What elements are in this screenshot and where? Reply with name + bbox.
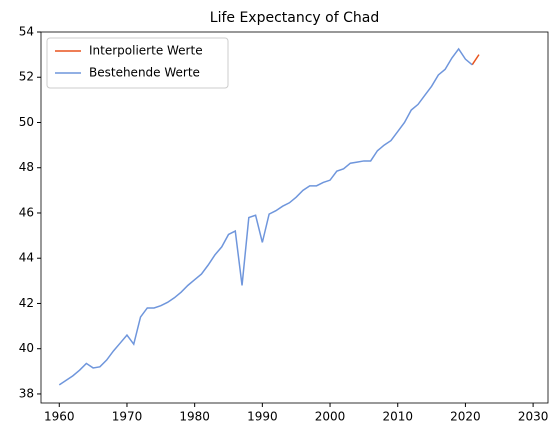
x-tick-label: 1960 — [44, 410, 75, 424]
y-tick-label: 50 — [19, 115, 34, 129]
line — [58, 47, 473, 386]
y-tick-label: 54 — [19, 25, 34, 39]
y-tick-label: 44 — [19, 251, 34, 265]
legend-box — [46, 37, 229, 89]
x-tick-label: 1990 — [247, 410, 278, 424]
y-tick-label: 42 — [19, 296, 34, 310]
plot-frame — [40, 31, 549, 404]
y-tick-label: 52 — [19, 70, 34, 84]
chart-title: Life Expectancy of Chad — [210, 10, 379, 26]
y-tick-label: 46 — [19, 205, 34, 219]
x-tick-label: 1980 — [179, 410, 210, 424]
x-tick-label: 1970 — [112, 410, 143, 424]
x-tick-label: 2020 — [450, 410, 481, 424]
y-tick-label: 48 — [19, 160, 34, 174]
y-tick-label: 38 — [19, 386, 34, 400]
line — [471, 54, 480, 66]
legend-label: Bestehende Werte — [89, 66, 200, 80]
x-tick-label: 2030 — [518, 410, 549, 424]
x-tick-label: 2010 — [382, 410, 413, 424]
legend-label: Interpolierte Werte — [89, 44, 203, 58]
y-tick-label: 40 — [19, 341, 34, 355]
x-tick-label: 2000 — [315, 410, 346, 424]
